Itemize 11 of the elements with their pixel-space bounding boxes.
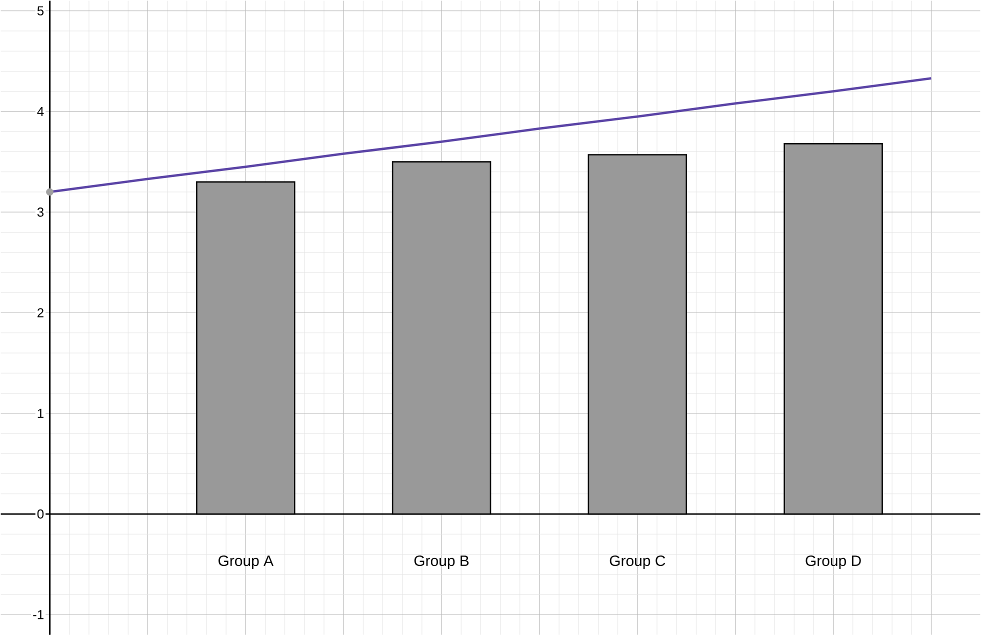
y-tick-label: -1 xyxy=(33,610,44,620)
x-tick-label: Group C xyxy=(610,556,666,570)
x-tick-label: Group A xyxy=(218,556,274,570)
x-tick-label: Group D xyxy=(806,556,861,570)
x-tick-label: Group B xyxy=(414,556,469,570)
y-tick-label: 4 xyxy=(37,107,44,116)
y-tick-label: 3 xyxy=(37,208,44,217)
y-tick-label: 1 xyxy=(38,409,44,418)
y-tick-label: 5 xyxy=(37,6,44,16)
y-tick-label: 2 xyxy=(38,308,44,318)
y-tick-label: 0 xyxy=(37,510,44,519)
